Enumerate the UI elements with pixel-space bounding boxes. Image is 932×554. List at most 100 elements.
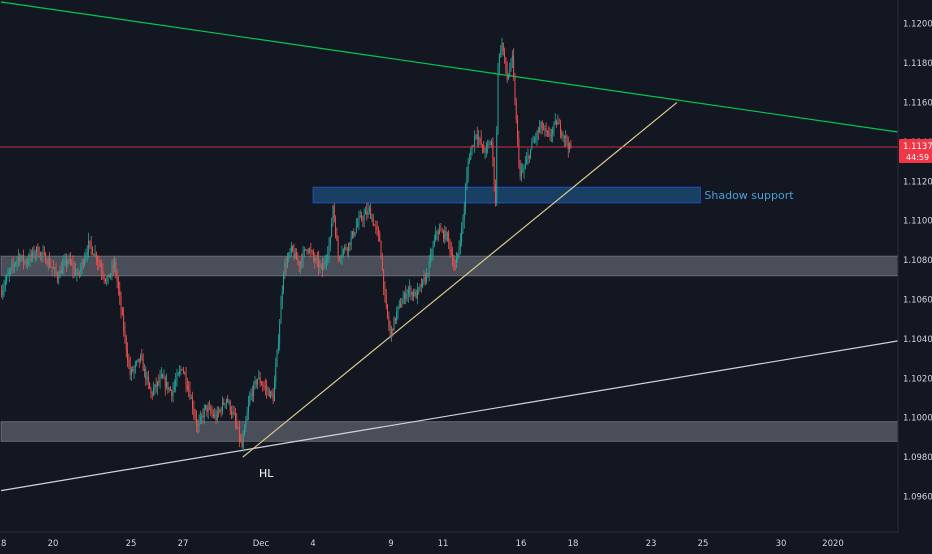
candle-body xyxy=(128,360,130,365)
candle-body xyxy=(56,273,58,279)
candle-body xyxy=(64,260,66,263)
candle-body xyxy=(214,414,216,417)
candle-body xyxy=(355,226,357,233)
candle-body xyxy=(46,263,48,265)
candle-body xyxy=(219,409,221,412)
candle-body xyxy=(49,259,51,267)
candle-body xyxy=(385,295,387,305)
candle-body xyxy=(301,261,303,263)
candle-body xyxy=(137,358,139,362)
candle-body xyxy=(526,159,528,164)
candle-body xyxy=(108,274,110,278)
candle-body xyxy=(303,249,305,252)
candle-body xyxy=(47,259,49,265)
candle-body xyxy=(466,174,468,190)
candle-body xyxy=(34,253,36,256)
price-tick-label: 1.11200 xyxy=(903,177,932,187)
candle-body xyxy=(271,391,273,395)
candle-body xyxy=(505,57,507,70)
candle-body xyxy=(180,369,182,371)
candle-body xyxy=(80,267,82,273)
candle-body xyxy=(232,412,234,414)
candle-body xyxy=(488,143,490,145)
candle-body xyxy=(105,278,106,282)
candle-body xyxy=(285,264,287,267)
candle-body xyxy=(479,138,481,139)
price-tick-label: 1.10200 xyxy=(903,374,932,384)
annotations-layer: HL xyxy=(259,467,274,480)
candle-body xyxy=(443,231,444,239)
candle-body xyxy=(159,377,161,383)
candle-body xyxy=(371,218,373,219)
candle-body xyxy=(93,254,95,256)
candle-body xyxy=(414,291,416,296)
candle-body xyxy=(502,42,504,52)
candle-body xyxy=(482,145,483,146)
candle-body xyxy=(432,245,434,255)
candle-body xyxy=(133,367,135,372)
candle-body xyxy=(514,77,516,104)
candle-body xyxy=(119,289,121,297)
candle-body xyxy=(233,412,235,415)
candle-body xyxy=(118,281,119,290)
candle-body xyxy=(326,259,327,262)
candle-body xyxy=(66,260,67,265)
candle-body xyxy=(292,245,294,252)
candle-body xyxy=(85,254,87,259)
candle-body xyxy=(346,248,348,251)
candle-body xyxy=(245,420,247,427)
candle-body xyxy=(381,258,383,270)
candle-body xyxy=(72,264,74,270)
time-tick-label: 27 xyxy=(178,539,189,549)
candle-body xyxy=(199,416,201,422)
candle-body xyxy=(522,170,524,172)
price-axis[interactable]: 1.120001.118001.116001.114001.112001.110… xyxy=(899,0,932,550)
candle-body xyxy=(276,349,278,366)
candle-body xyxy=(205,404,207,409)
candle-body xyxy=(513,55,515,78)
candle-body xyxy=(171,390,173,397)
candle-body xyxy=(549,134,551,137)
candle-body xyxy=(570,143,572,148)
candle-body xyxy=(327,254,329,260)
candle-body xyxy=(23,255,25,262)
candle-body xyxy=(236,421,238,427)
candle-body xyxy=(472,145,474,147)
time-tick-label: 18 xyxy=(568,539,579,549)
candle-body xyxy=(569,143,571,149)
candle-body xyxy=(510,59,512,70)
candle-body xyxy=(3,286,5,291)
candle-body xyxy=(471,145,473,152)
candle-body xyxy=(484,152,486,154)
candle-body xyxy=(323,263,325,271)
candle-body xyxy=(123,314,125,331)
candle-body xyxy=(43,252,45,255)
candle-body xyxy=(534,138,535,142)
candle-body xyxy=(89,240,91,243)
candle-body xyxy=(440,230,442,232)
candle-body xyxy=(81,261,83,268)
candle-body xyxy=(4,281,6,287)
candle-body xyxy=(340,257,342,259)
candle-body xyxy=(300,261,301,267)
candle-body xyxy=(201,415,203,417)
candle-body xyxy=(509,69,511,75)
candle-body xyxy=(235,414,236,422)
time-tick-label: 23 xyxy=(646,539,657,549)
candle-body xyxy=(280,302,282,324)
price-tick-label: 1.11800 xyxy=(903,59,932,69)
candle-body xyxy=(30,254,32,257)
candle-body xyxy=(241,440,243,447)
candle-body xyxy=(222,402,223,412)
candle-body xyxy=(42,252,44,255)
candle-body xyxy=(419,284,421,288)
candle-body xyxy=(231,411,233,414)
time-axis[interactable]: 18 20 25 27 Dec 4 9 11 16 18 23 25 30 2020 xyxy=(0,533,932,550)
candle-body xyxy=(224,403,226,405)
candle-body xyxy=(547,131,548,133)
candle-body xyxy=(556,120,558,125)
candle-body xyxy=(21,255,23,259)
candle-body xyxy=(462,220,464,227)
candle-body xyxy=(131,369,132,375)
